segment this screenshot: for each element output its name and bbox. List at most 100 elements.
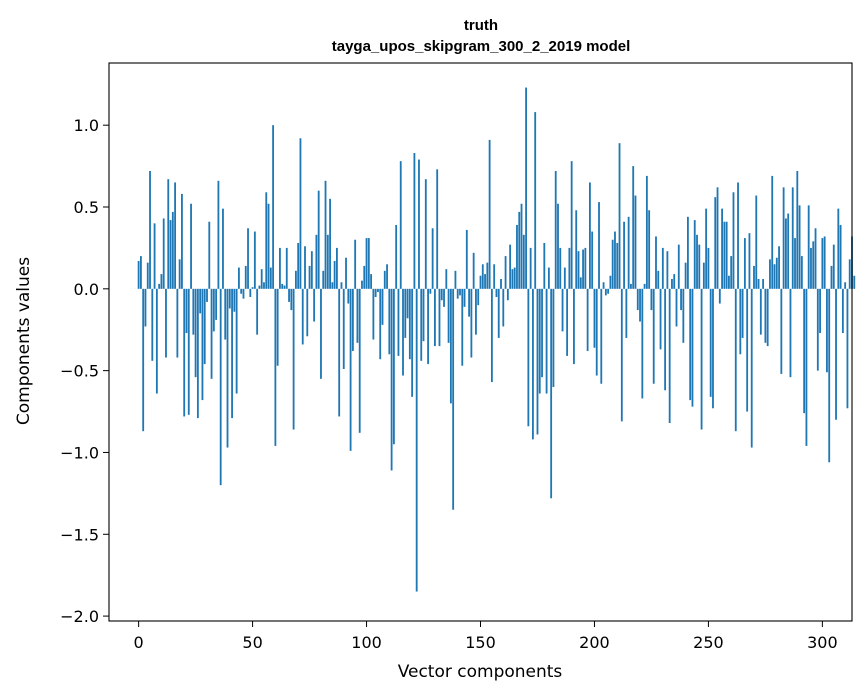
- bar: [363, 265, 366, 289]
- bar: [349, 288, 352, 451]
- bar: [522, 234, 525, 289]
- bar: [160, 274, 163, 289]
- bar: [356, 288, 359, 343]
- bar: [206, 288, 208, 302]
- bar: [137, 261, 140, 289]
- bar: [253, 231, 256, 289]
- bar: [784, 218, 787, 289]
- bar: [244, 265, 247, 289]
- bar: [693, 220, 696, 289]
- bar: [418, 159, 420, 289]
- bar: [479, 275, 482, 289]
- bar: [413, 153, 416, 289]
- bar: [728, 275, 730, 289]
- bar: [404, 288, 407, 338]
- bar: [212, 288, 215, 332]
- bar: [411, 288, 414, 397]
- bar: [518, 211, 521, 289]
- x-tick-label: 0: [134, 633, 144, 652]
- bar: [240, 288, 243, 294]
- bar: [500, 279, 502, 289]
- bar: [826, 288, 828, 373]
- bars-group: [137, 87, 856, 592]
- bar: [345, 257, 347, 289]
- bar: [183, 288, 186, 417]
- bar: [748, 233, 751, 289]
- bar: [431, 228, 434, 289]
- bar: [771, 175, 774, 289]
- bar: [233, 288, 236, 312]
- bar: [456, 288, 459, 299]
- bar: [810, 247, 812, 289]
- y-axis-ticks: −2.0 −1.5 −1.0 −0.5 0.0 0.5 1.0: [60, 116, 109, 626]
- bar: [290, 288, 293, 311]
- bar: [336, 247, 338, 289]
- bar: [577, 251, 580, 289]
- bar: [737, 182, 739, 289]
- bar: [146, 262, 149, 289]
- bar: [609, 275, 612, 289]
- bar: [841, 288, 844, 333]
- bar: [661, 247, 664, 289]
- bar: [386, 264, 388, 289]
- bar: [185, 288, 188, 333]
- bar: [395, 225, 398, 289]
- bar: [151, 288, 154, 361]
- bar: [361, 280, 363, 289]
- bar: [267, 203, 270, 289]
- bar: [563, 267, 566, 289]
- bar: [634, 195, 637, 289]
- bar: [276, 288, 279, 366]
- bar: [340, 282, 343, 289]
- bar: [586, 288, 589, 351]
- bar: [691, 288, 694, 407]
- bar: [331, 282, 334, 289]
- bar: [493, 264, 496, 289]
- bar: [707, 247, 710, 289]
- bar: [791, 187, 794, 289]
- x-tick-label: 300: [807, 633, 838, 652]
- bar: [383, 270, 386, 289]
- bar: [734, 288, 737, 432]
- bar: [269, 267, 272, 289]
- bar: [310, 251, 313, 289]
- bar: [379, 288, 382, 360]
- bar: [800, 256, 803, 289]
- bar: [848, 259, 851, 289]
- bar: [463, 288, 466, 307]
- bar: [486, 262, 489, 289]
- bar: [196, 288, 199, 419]
- bar: [550, 288, 553, 499]
- bar: [671, 279, 673, 289]
- bar: [520, 203, 523, 289]
- bar: [203, 288, 206, 365]
- bar: [627, 216, 630, 289]
- bar: [226, 288, 229, 448]
- y-tick-label: 0.0: [74, 280, 99, 299]
- bar: [497, 288, 500, 338]
- bar: [588, 182, 591, 289]
- bar: [452, 288, 455, 510]
- bar: [504, 256, 507, 289]
- bar: [440, 288, 443, 301]
- bar: [750, 288, 753, 448]
- bar: [208, 221, 211, 289]
- bar: [217, 180, 220, 289]
- bar: [780, 288, 783, 374]
- bar: [279, 247, 281, 289]
- bar: [222, 208, 224, 289]
- bar: [538, 288, 541, 394]
- bar: [219, 288, 222, 486]
- bar: [616, 243, 619, 289]
- bar: [559, 247, 562, 289]
- bar: [700, 288, 703, 430]
- bar: [190, 203, 192, 289]
- y-tick-label: −1.0: [60, 443, 99, 462]
- bar: [741, 288, 744, 338]
- bar: [816, 288, 819, 371]
- bar: [623, 221, 625, 289]
- bar: [402, 288, 404, 376]
- x-tick-label: 100: [351, 633, 382, 652]
- bar: [144, 288, 147, 327]
- bar: [566, 288, 569, 356]
